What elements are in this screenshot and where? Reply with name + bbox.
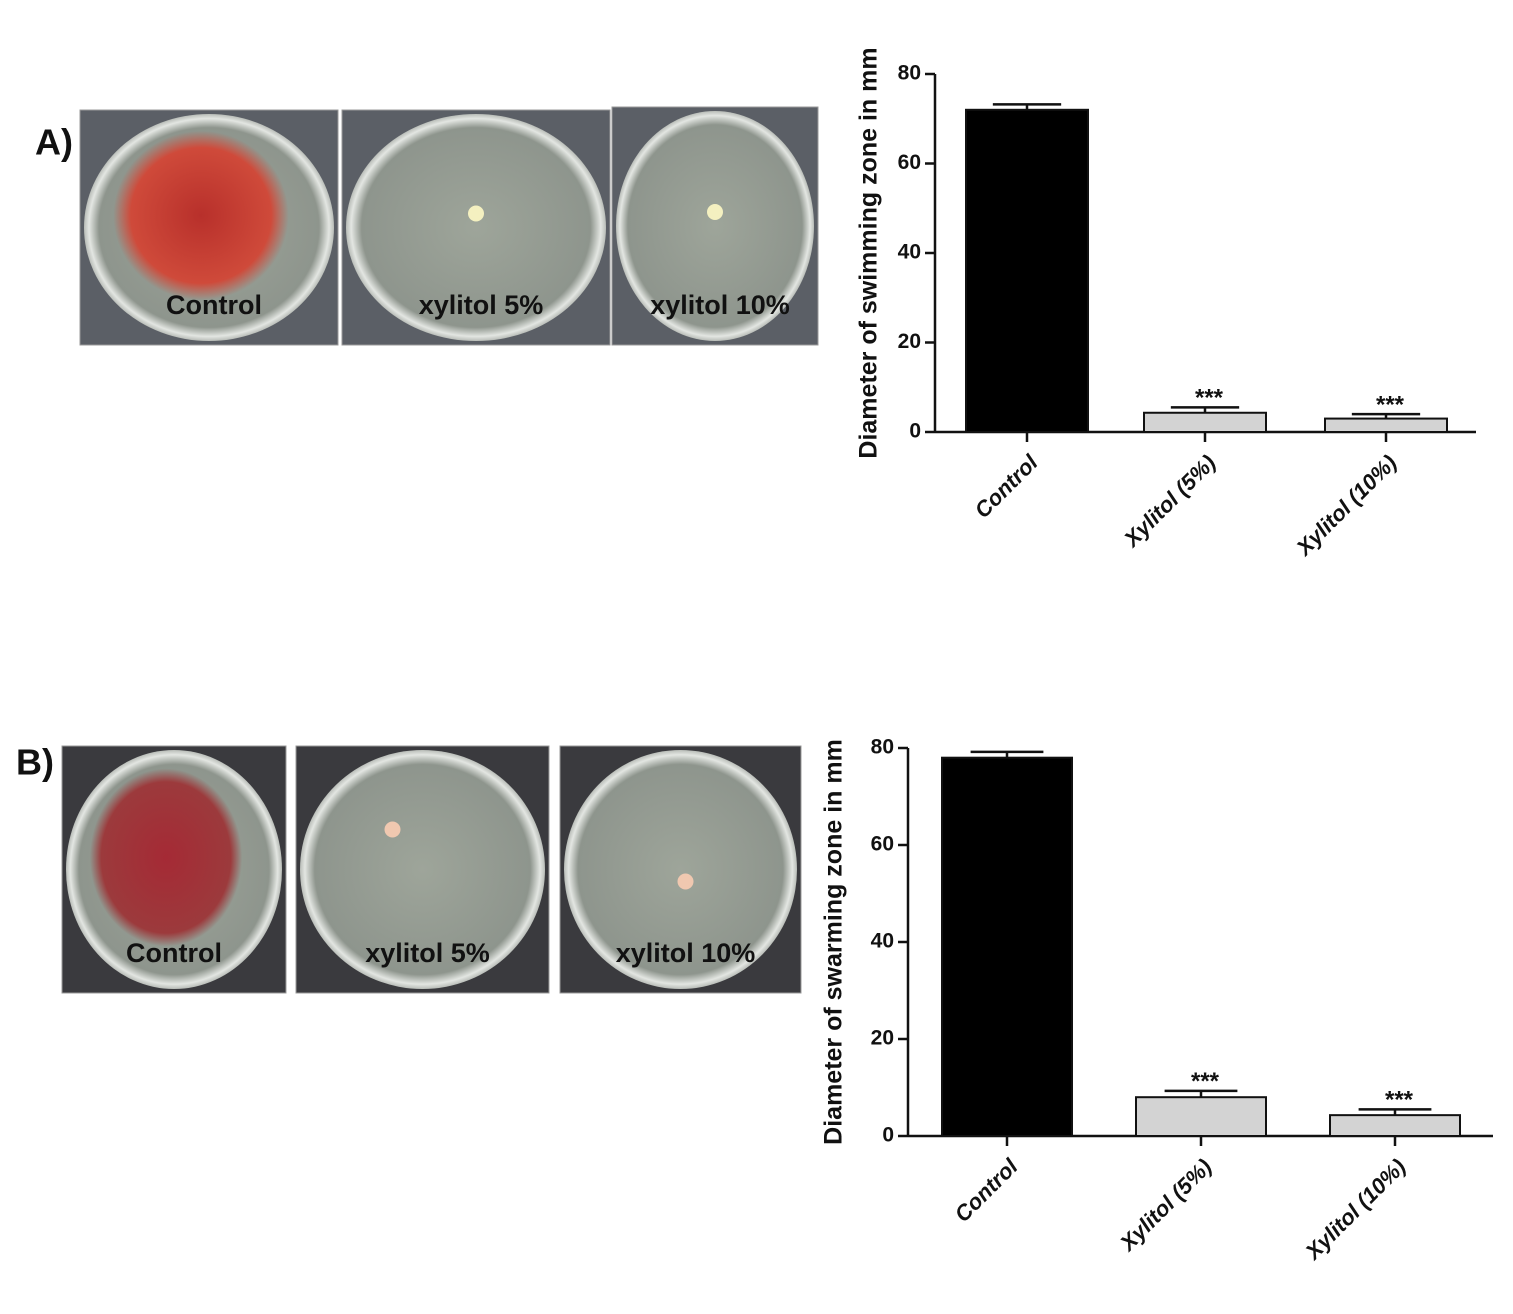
y-axis-label: Diameter of swarming zone in mm (820, 739, 848, 1145)
y-tick-label: 40 (871, 930, 894, 953)
significance: *** (1385, 1087, 1414, 1114)
error-bar (1351, 412, 1421, 419)
panel-label: A) (35, 122, 73, 163)
significance: *** (1195, 385, 1224, 412)
photo-caption: xylitol 5% (419, 290, 544, 320)
x-tick-label: Xylitol (10%) (1290, 450, 1402, 562)
bar (1143, 411, 1267, 434)
significance: *** (1191, 1068, 1220, 1095)
bar (965, 108, 1089, 434)
y-tick-label: 60 (871, 833, 894, 856)
photo-caption: xylitol 10% (650, 290, 790, 320)
photo-caption: Control (126, 938, 222, 968)
error-bar (1358, 1108, 1432, 1116)
bar (941, 756, 1073, 1137)
bacterial-growth (89, 768, 243, 947)
y-tick-label: 60 (898, 151, 921, 174)
inoculum-spot (707, 204, 723, 220)
bar (1324, 417, 1448, 434)
petri-dish (300, 750, 545, 989)
inoculum-spot (384, 821, 401, 838)
y-tick-label: 20 (898, 330, 921, 353)
y-tick-label: 40 (898, 241, 921, 264)
significance: *** (1376, 391, 1405, 418)
y-tick-label: 0 (882, 1124, 894, 1147)
error-bar (1164, 1089, 1238, 1098)
x-tick-label: Control (950, 1153, 1024, 1227)
y-axis-label: Diameter of swimming zone in mm (855, 47, 883, 458)
photo-caption: xylitol 10% (616, 938, 756, 968)
photo-caption: xylitol 5% (365, 938, 490, 968)
bar (1135, 1096, 1267, 1137)
inoculum-spot (677, 873, 694, 890)
error-bar (992, 103, 1062, 110)
x-tick-label: Control (970, 449, 1044, 523)
petri-dish (564, 750, 797, 989)
y-tick-label: 80 (871, 736, 894, 759)
x-tick-label: Xylitol (10%) (1299, 1154, 1411, 1266)
bacterial-growth (113, 130, 289, 301)
inoculum-spot (468, 205, 484, 222)
error-bar (1170, 406, 1240, 413)
y-tick-label: 80 (898, 62, 921, 85)
petri-dish (616, 111, 814, 341)
x-tick-label: Xylitol (5%) (1118, 450, 1221, 553)
panel-label: B) (16, 742, 54, 783)
error-bar (970, 750, 1044, 758)
bar (1329, 1114, 1461, 1138)
photo-caption: Control (166, 290, 262, 320)
y-tick-label: 20 (871, 1027, 894, 1050)
x-tick-label: Xylitol (5%) (1114, 1154, 1217, 1257)
y-tick-label: 0 (909, 420, 921, 443)
petri-dish (346, 114, 606, 341)
